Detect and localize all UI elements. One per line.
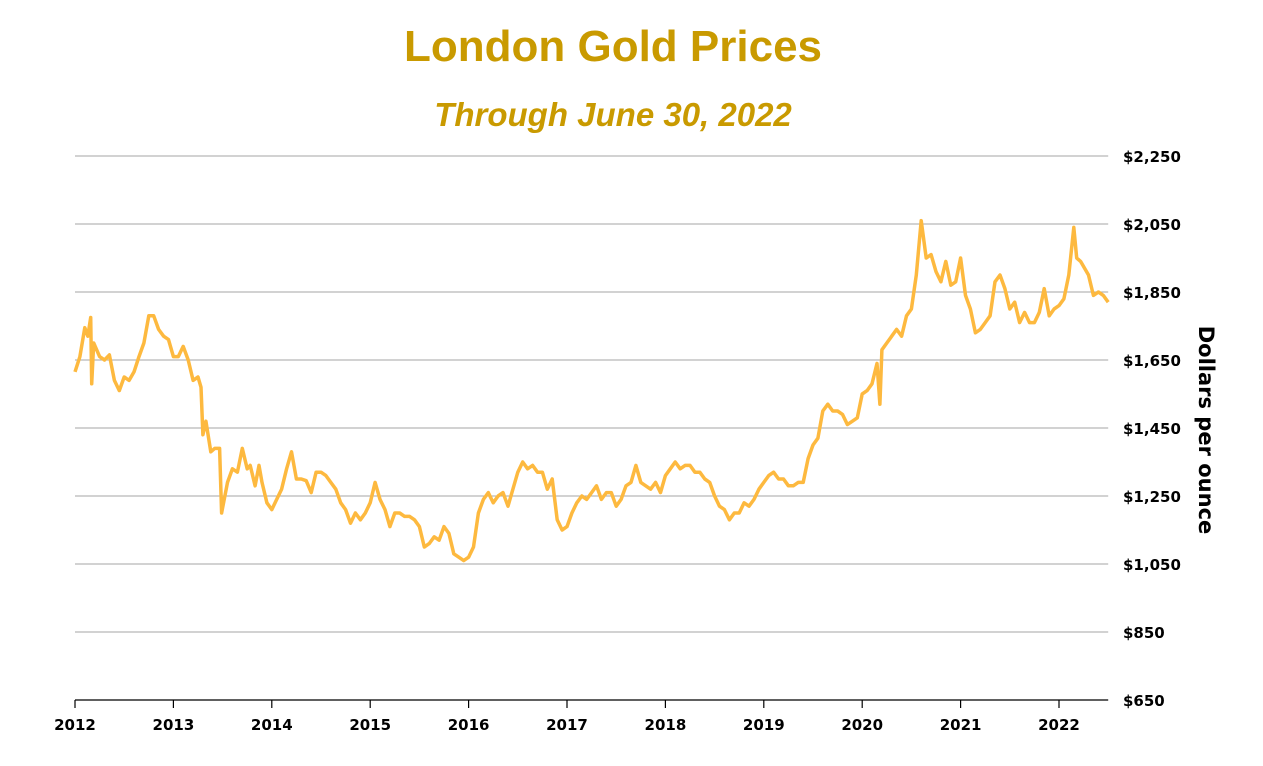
x-tick-label: 2017: [546, 716, 588, 734]
y-axis-tick-labels: $650 $850 $1,050 $1,250 $1,450 $1,650 $1,850 $2…: [1123, 148, 1181, 710]
x-tick-label: 2012: [54, 716, 96, 734]
y-tick-label: $2,050: [1123, 216, 1181, 234]
x-tick-label: 2020: [841, 716, 883, 734]
y-tick-label: $1,650: [1123, 352, 1181, 370]
y-tick-label: $1,450: [1123, 420, 1181, 438]
x-tick-label: 2013: [153, 716, 195, 734]
chart-subtitle: Through June 30, 2022: [434, 96, 792, 133]
y-axis-label: Dollars per ounce: [1194, 326, 1218, 535]
chart-title: London Gold Prices: [403, 22, 823, 71]
x-axis: 2012 2013 2014 2015 2016 2017 2018 2019 2020 2021…: [54, 699, 1109, 734]
gridlines: [75, 155, 1109, 633]
y-tick-label: $1,050: [1123, 556, 1181, 574]
x-tick-label: 2019: [743, 716, 785, 734]
x-tick-label: 2016: [448, 716, 490, 734]
y-tick-label: $2,250: [1123, 148, 1181, 166]
x-tick-label: 2014: [251, 716, 293, 734]
series-line-gold-price: [73, 218, 1110, 563]
y-tick-label: $650: [1123, 692, 1165, 710]
x-tick-label: 2021: [940, 716, 982, 734]
y-tick-label: $850: [1123, 624, 1165, 642]
x-tick-label: 2015: [349, 716, 391, 734]
x-tick-label: 2018: [645, 716, 687, 734]
y-tick-label: $1,250: [1123, 488, 1181, 506]
y-tick-label: $1,850: [1123, 284, 1181, 302]
x-tick-label: 2022: [1038, 716, 1080, 734]
